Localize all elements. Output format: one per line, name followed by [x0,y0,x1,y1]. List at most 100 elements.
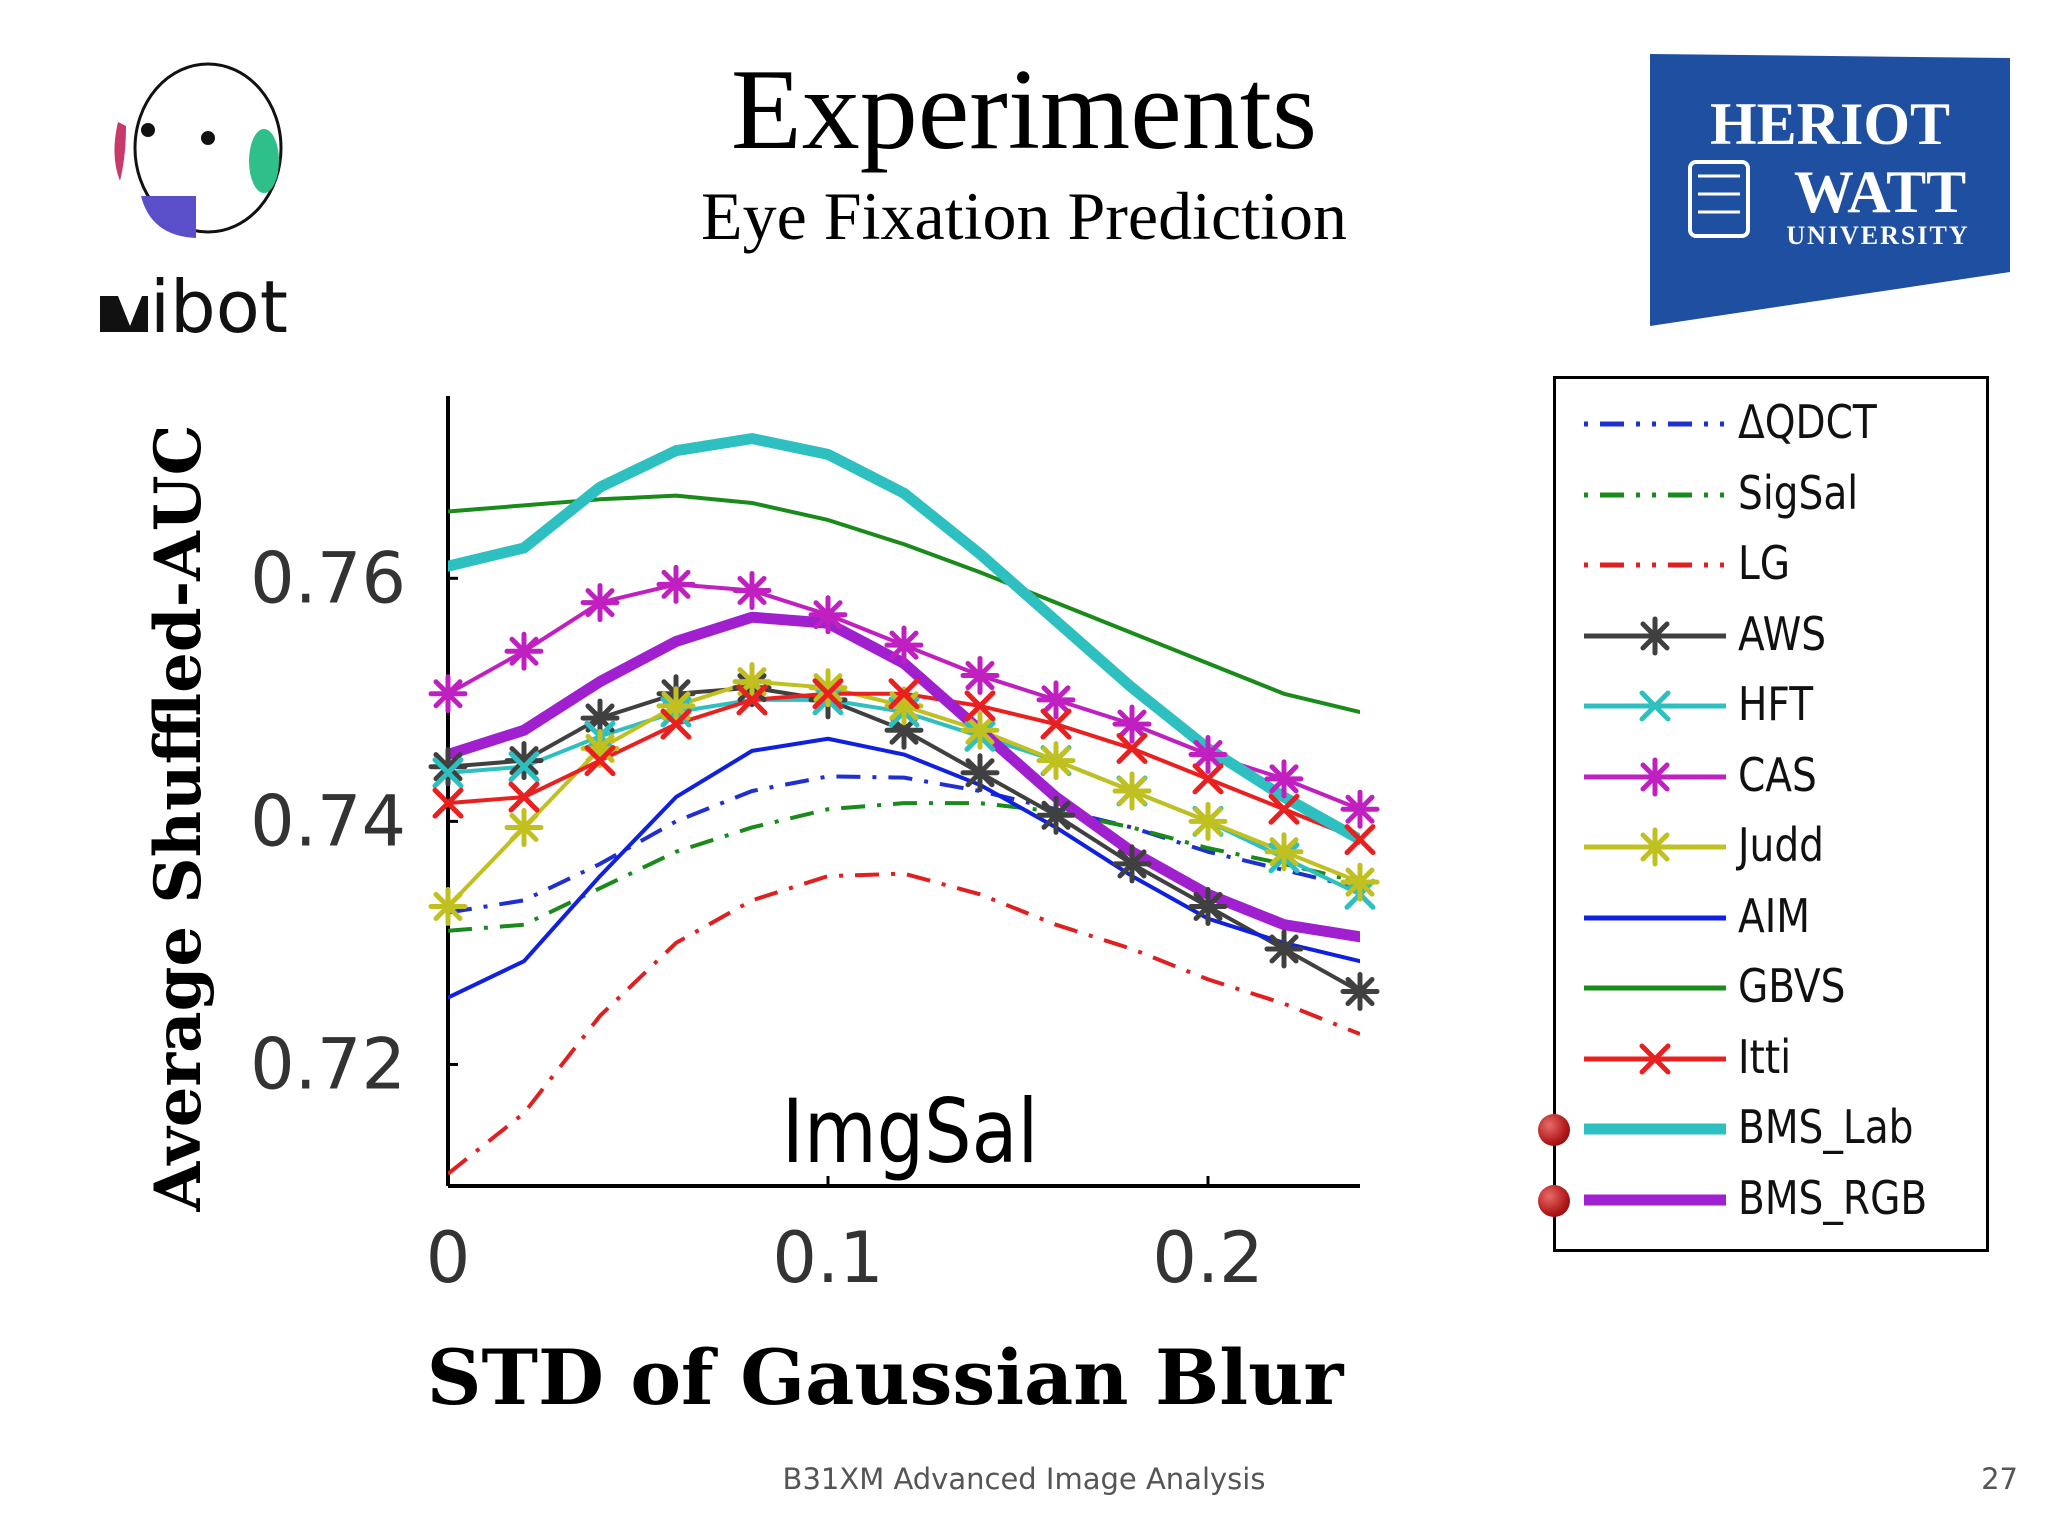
series-line-sigsal [448,801,1360,933]
page-number: 27 [1981,1462,2018,1496]
data-point-itti [1268,793,1300,825]
legend-item: CAS [1556,740,1992,810]
legend-swatch [1584,1043,1726,1074]
legend-marker [1635,827,1675,867]
legend-label: GBVS [1738,959,1846,1013]
data-point-itti [1040,708,1072,740]
data-point-aws [1340,972,1380,1012]
legend-swatch [1584,616,1726,655]
data-point-aws [960,753,1000,793]
vibot-logo: ibot [100,62,288,346]
logo-university-text: UNIVERSITY [1786,221,1969,250]
series-line-gbvs [448,493,1360,714]
data-point-aws [428,747,468,787]
legend-label: SigSal [1738,465,1859,520]
series-line-lg [448,871,1360,1176]
data-point-judd [428,886,468,926]
data-point-itti [432,787,464,819]
data-point-cas [808,595,848,635]
legend-label: AWS [1738,606,1827,661]
legend-item: HFT [1556,669,1992,739]
data-point-cas [1112,704,1152,744]
legend-swatch [1584,757,1726,796]
legend-label: Judd [1738,818,1824,872]
y-axis-label: Average Shuffled-AUC [141,424,216,1212]
legend-swatch [1584,985,1726,991]
data-point-aws [1036,795,1076,835]
data-point-cas [580,583,620,623]
legend-swatch [1584,1123,1726,1135]
legend-item: LG [1556,528,1992,598]
data-point-cas [656,564,696,604]
data-point-cas [428,674,468,714]
slide-footer: B31XM Advanced Image Analysis [782,1462,1266,1496]
legend-label: HFT [1738,677,1814,731]
data-point-cas [732,570,772,610]
data-point-judd [1188,801,1228,841]
data-point-cas [884,625,924,665]
chart-markers [428,564,1380,1012]
legend-marker [1639,1043,1671,1074]
legend-item: BMS_RGB [1538,1163,1992,1233]
legend-swatch [1584,827,1726,867]
x-tick-label: 0 [426,1217,471,1299]
legend-label: BMS_Lab [1738,1100,1914,1154]
data-point-cas [1264,759,1304,799]
legend-item: AIM [1556,881,1992,951]
data-point-itti [888,678,920,710]
data-point-itti [812,678,844,710]
legend-item: SigSal [1556,458,1992,528]
legend-item: Itti [1556,1022,1992,1092]
data-point-cas [960,656,1000,696]
legend-label: AIM [1738,888,1811,943]
data-point-judd [504,807,544,847]
y-tick-label: 0.76 [250,537,406,619]
chart-series [448,433,1360,1176]
data-point-judd [732,662,772,702]
legend-marker [1639,690,1671,722]
legend-label: BMS_RGB [1738,1170,1928,1225]
data-point-judd [1112,771,1152,811]
data-point-itti [660,708,692,740]
data-point-aws [1112,844,1152,884]
data-point-itti [584,745,616,777]
legend-swatch [1584,492,1726,497]
slide-subtitle: Eye Fixation Prediction [701,178,1347,254]
legend-swatch [1584,562,1726,568]
highlight-bullet-icon [1538,1184,1570,1217]
vibot-logo-text: ibot [150,265,288,346]
data-point-aws [1264,929,1304,969]
data-point-itti [1116,732,1148,764]
data-point-judd [1340,862,1380,902]
y-tick-label: 0.74 [250,780,406,862]
data-point-judd [808,668,848,708]
x-tick-label: 0.2 [1152,1217,1263,1299]
legend-swatch [1584,690,1726,722]
data-point-judd [1264,832,1304,872]
legend-item: Judd [1556,810,1992,880]
legend-item: GBVS [1556,951,1992,1021]
data-point-judd [1036,741,1076,781]
data-point-itti [508,781,540,813]
highlight-bullet-icon [1538,1114,1570,1146]
heriot-watt-logo: HERIOT WATT UNIVERSITY [1650,54,2010,326]
legend-swatch [1584,421,1726,427]
legend-item: BMS_Lab [1538,1092,1992,1162]
x-axis-label: STD of Gaussian Blur [427,1333,1345,1422]
legend-item: ΔQDCT [1556,387,1992,457]
data-point-aws [504,741,544,781]
chart-legend: ΔQDCT SigSal LG AWS HFT CAS Judd AIM GBVS Itti BMS… [1538,376,1992,1252]
data-point-hft [508,751,540,783]
series-line-δqdct [448,774,1360,915]
legend-swatch [1584,915,1726,920]
legend-label: ΔQDCT [1738,395,1877,449]
y-tick-label: 0.72 [250,1023,406,1105]
logo-heriot-text: HERIOT [1710,91,1950,157]
data-point-cas [1036,680,1076,720]
data-point-itti [1192,763,1224,795]
legend-label: LG [1738,536,1791,590]
data-point-cas [1188,735,1228,775]
data-point-itti [736,684,768,716]
legend-swatch [1584,1194,1726,1205]
